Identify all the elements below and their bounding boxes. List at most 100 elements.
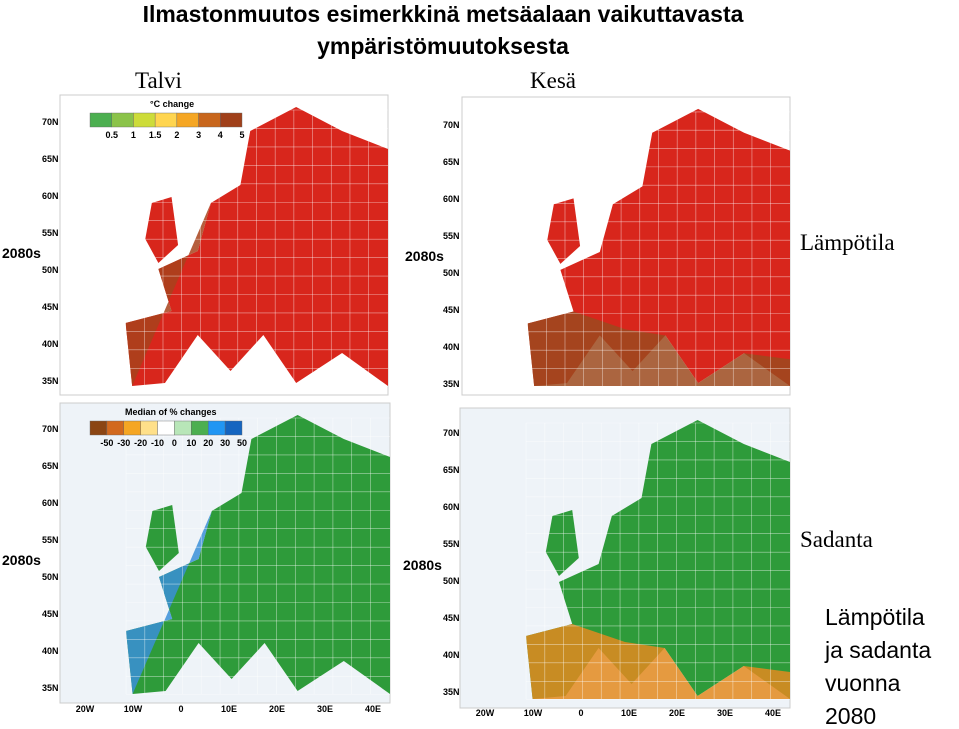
lat-label: 60N [443, 502, 460, 512]
legend-tick: -20 [134, 438, 147, 448]
lat-label: 55N [42, 535, 59, 545]
lat-label: 60N [42, 191, 59, 201]
lat-label: 40N [443, 650, 460, 660]
legend-swatch [174, 420, 192, 436]
legend-swatch [89, 112, 112, 128]
legend-title: °C change [150, 99, 194, 109]
land-region [526, 624, 790, 699]
lon-label: 20W [476, 708, 495, 718]
land [145, 197, 179, 263]
lat-label: 70N [443, 428, 460, 438]
title: Ilmastonmuutos esimerkkinä metsäalaan va… [143, 1, 744, 27]
lat-label: 40N [42, 646, 59, 656]
legend-swatch [154, 112, 178, 128]
lat-label: 45N [42, 609, 59, 619]
legend-swatch [220, 112, 243, 128]
period-label: 2080s [2, 552, 41, 568]
lon-label: 40E [365, 704, 381, 714]
lat-label: 65N [42, 154, 59, 164]
lat-label: 60N [42, 498, 59, 508]
period-label: 2080s [403, 557, 442, 573]
legend-swatch [224, 420, 243, 436]
lon-label: 20E [669, 708, 685, 718]
lon-label: 40E [765, 708, 781, 718]
lat-label: 40N [42, 339, 59, 349]
legend-title: Median of % changes [125, 407, 217, 417]
legend-tick: -50 [100, 438, 113, 448]
legend-swatch [198, 112, 221, 128]
period-label: 2080s [2, 245, 41, 261]
lat-label: 65N [443, 157, 460, 167]
lon-label: 10E [221, 704, 237, 714]
legend-swatch [208, 420, 226, 436]
land [126, 415, 390, 694]
legend-swatch [157, 420, 175, 436]
lat-label: 50N [42, 572, 59, 582]
lat-label: 50N [42, 265, 59, 275]
legend-tick: 1 [131, 130, 136, 140]
lat-label: 45N [443, 305, 460, 315]
land [526, 420, 790, 699]
legend-tick: 0 [172, 438, 177, 448]
legend-swatch [123, 420, 141, 436]
period-label: 2080s [405, 248, 444, 264]
row-label: Lämpötila [800, 230, 895, 255]
lon-label: 20E [269, 704, 285, 714]
lon-label: 20W [76, 704, 95, 714]
lat-label: 65N [42, 461, 59, 471]
lat-label: 60N [443, 194, 460, 204]
lat-label: 50N [443, 576, 460, 586]
land-region [527, 311, 790, 387]
lat-label: 50N [443, 268, 460, 278]
legend-swatch [191, 420, 209, 436]
lon-label: 10W [524, 708, 543, 718]
lat-label: 40N [443, 342, 460, 352]
lat-label: 65N [443, 465, 460, 475]
legend-tick: -10 [151, 438, 164, 448]
legend-tick: -30 [117, 438, 130, 448]
caption: Lämpötila [825, 604, 925, 630]
legend-tick: 50 [237, 438, 247, 448]
column-label: Talvi [135, 68, 182, 93]
land [145, 505, 179, 571]
caption: vuonna [825, 670, 901, 696]
title: ympäristömuutoksesta [317, 33, 569, 59]
legend-swatch [111, 112, 134, 128]
lat-label: 55N [42, 228, 59, 238]
lat-label: 45N [42, 302, 59, 312]
lat-label: 35N [42, 683, 59, 693]
land [527, 108, 790, 387]
lon-label: 0 [578, 708, 583, 718]
legend-swatch [176, 112, 199, 128]
land [545, 510, 579, 576]
legend-tick: 4 [218, 130, 223, 140]
land [125, 107, 388, 386]
lat-label: 70N [42, 424, 59, 434]
legend-swatch [133, 112, 156, 128]
lat-label: 35N [42, 376, 59, 386]
row-label: Sadanta [800, 527, 873, 552]
legend-tick: 0.5 [105, 130, 118, 140]
lat-label: 70N [443, 120, 460, 130]
legend-swatch [89, 420, 108, 436]
lat-label: 35N [443, 687, 460, 697]
lat-label: 55N [443, 539, 460, 549]
lon-label: 30E [317, 704, 333, 714]
caption: 2080 [825, 703, 876, 729]
lat-label: 70N [42, 117, 59, 127]
caption: ja sadanta [824, 637, 931, 663]
legend-tick: 3 [196, 130, 201, 140]
legend-tick: 2 [174, 130, 179, 140]
lon-label: 0 [178, 704, 183, 714]
column-label: Kesä [530, 68, 576, 93]
legend-swatch [106, 420, 124, 436]
land [547, 198, 581, 264]
legend-tick: 5 [239, 130, 244, 140]
legend-swatch [140, 420, 158, 436]
lat-label: 55N [443, 231, 460, 241]
legend-tick: 30 [220, 438, 230, 448]
legend-tick: 20 [203, 438, 213, 448]
lon-label: 10E [621, 708, 637, 718]
lat-label: 45N [443, 613, 460, 623]
